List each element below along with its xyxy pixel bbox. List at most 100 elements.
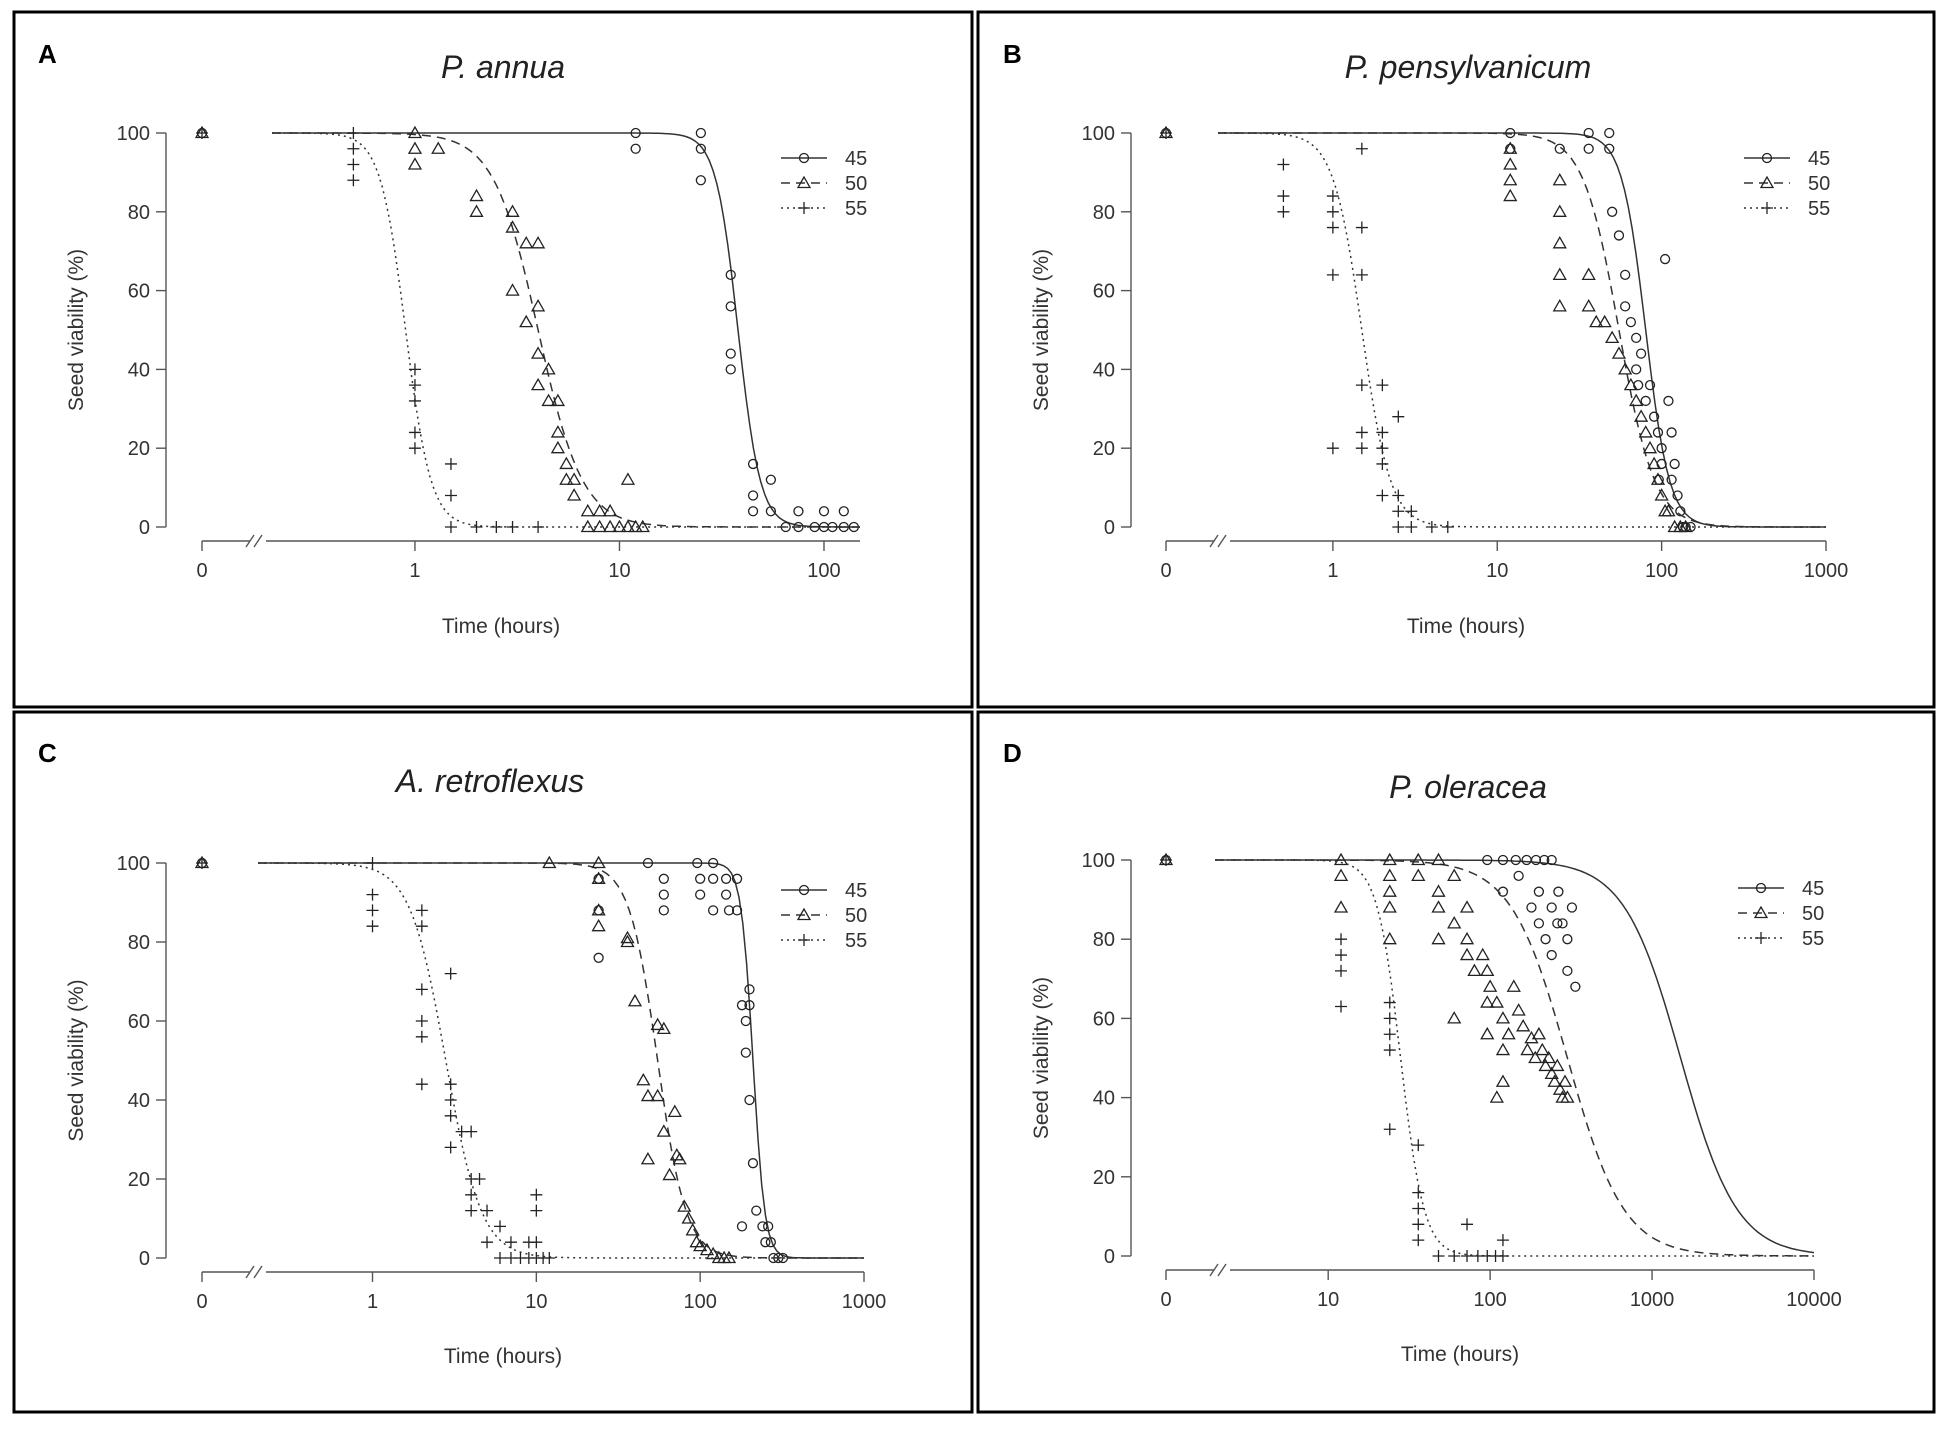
y-tick-label: 100 bbox=[1082, 123, 1115, 145]
data-point-circle bbox=[1553, 886, 1564, 897]
data-point-plus bbox=[1355, 426, 1368, 439]
data-point-triangle bbox=[1629, 393, 1644, 407]
legend-label-45: 45 bbox=[1802, 878, 1824, 900]
data-point-triangle bbox=[1552, 204, 1567, 217]
data-point-triangle bbox=[1552, 1082, 1568, 1095]
x-tick-label: 1000 bbox=[842, 1291, 887, 1313]
y-tick-label: 20 bbox=[128, 438, 150, 460]
data-point-plus bbox=[1160, 854, 1172, 866]
x-axis-label: Time (hours) bbox=[444, 1345, 562, 1368]
fit-curve-50 bbox=[272, 132, 860, 528]
x-tick-label: 100 bbox=[1645, 560, 1678, 582]
data-point-triangle bbox=[1495, 1011, 1511, 1024]
data-point-circle bbox=[1521, 854, 1532, 866]
data-point-triangle bbox=[640, 1151, 656, 1165]
data-point-triangle bbox=[591, 855, 606, 869]
data-point-triangle bbox=[1597, 314, 1612, 328]
panel-letter: B bbox=[1003, 39, 1022, 69]
data-point-plus bbox=[1425, 521, 1438, 533]
data-point-circle bbox=[1557, 918, 1568, 929]
data-point-plus bbox=[347, 158, 360, 171]
legend-label-45: 45 bbox=[845, 880, 867, 902]
data-point-plus bbox=[1405, 505, 1418, 518]
x-axis-label: Time (hours) bbox=[1401, 1343, 1519, 1366]
data-point-triangle bbox=[1531, 1026, 1546, 1040]
data-point-plus bbox=[1383, 1012, 1396, 1025]
data-point-triangle bbox=[1467, 963, 1482, 977]
data-point-triangle bbox=[1557, 1074, 1573, 1087]
data-point-triangle bbox=[1618, 362, 1633, 375]
data-point-plus bbox=[444, 1078, 457, 1091]
data-point-circle bbox=[1562, 965, 1573, 977]
x-tick-label: 100 bbox=[807, 560, 840, 582]
data-point-circle bbox=[1530, 854, 1542, 866]
y-tick-label: 80 bbox=[1093, 929, 1115, 951]
axis-break-mark bbox=[245, 1265, 263, 1279]
data-point-triangle bbox=[602, 503, 618, 517]
data-point-plus bbox=[1326, 268, 1339, 281]
data-point-circle bbox=[747, 490, 759, 501]
data-point-triangle bbox=[667, 1104, 682, 1117]
data-point-plus bbox=[366, 904, 379, 917]
panel-title: P. oleracea bbox=[1389, 769, 1547, 805]
y-tick-label: 60 bbox=[1093, 281, 1115, 303]
data-point-plus bbox=[473, 1173, 486, 1185]
data-point-plus bbox=[1326, 221, 1339, 234]
data-point-circle bbox=[818, 506, 830, 517]
data-point-plus bbox=[481, 1204, 494, 1217]
data-point-triangle bbox=[592, 503, 607, 517]
data-point-circle bbox=[1482, 854, 1493, 866]
data-point-plus bbox=[444, 489, 457, 502]
data-point-circle bbox=[1672, 490, 1683, 501]
data-point-circle bbox=[793, 506, 804, 517]
data-point-circle bbox=[1540, 934, 1551, 945]
x-tick-label: 1 bbox=[409, 560, 420, 582]
data-point-plus bbox=[1383, 1123, 1396, 1136]
data-point-triangle bbox=[1382, 868, 1397, 881]
data-point-plus bbox=[347, 142, 360, 155]
data-point-plus bbox=[798, 202, 810, 214]
data-point-circle bbox=[747, 458, 759, 470]
axis-break-mark bbox=[1209, 534, 1227, 548]
data-point-plus bbox=[1160, 127, 1172, 139]
y-axis-label: Seed viability (%) bbox=[1030, 977, 1053, 1139]
data-point-circle bbox=[765, 506, 777, 517]
legend-label-50: 50 bbox=[845, 905, 867, 927]
data-point-triangle bbox=[431, 141, 446, 154]
legend-label-55: 55 bbox=[845, 198, 867, 220]
data-point-triangle bbox=[1480, 995, 1495, 1008]
data-point-triangle bbox=[541, 362, 556, 375]
data-point-plus bbox=[1383, 1044, 1396, 1057]
data-point-circle bbox=[1604, 143, 1615, 154]
data-point-circle bbox=[1635, 348, 1647, 359]
data-point-triangle bbox=[530, 299, 546, 312]
y-tick-label: 80 bbox=[128, 202, 150, 224]
legend-label-45: 45 bbox=[1808, 148, 1830, 170]
data-point-plus bbox=[1412, 1218, 1425, 1231]
data-point-triangle bbox=[1503, 188, 1518, 202]
data-point-triangle bbox=[627, 993, 643, 1007]
data-point-triangle bbox=[1382, 900, 1397, 913]
data-point-triangle bbox=[1759, 175, 1775, 189]
data-point-plus bbox=[1376, 489, 1389, 502]
data-point-circle bbox=[1620, 269, 1631, 280]
data-point-triangle bbox=[1382, 931, 1397, 945]
data-point-plus bbox=[1392, 505, 1405, 518]
data-point-triangle bbox=[620, 472, 636, 485]
data-point-triangle bbox=[656, 1021, 671, 1035]
data-point-triangle bbox=[505, 220, 520, 233]
y-tick-label: 0 bbox=[139, 517, 150, 539]
data-point-circle bbox=[731, 905, 743, 916]
data-point-plus bbox=[415, 1078, 428, 1091]
data-point-circle bbox=[1606, 206, 1618, 217]
data-point-plus bbox=[1448, 1250, 1461, 1262]
data-point-plus bbox=[415, 1015, 428, 1027]
data-point-triangle bbox=[469, 188, 484, 202]
x-tick-label: 0 bbox=[1160, 1289, 1171, 1311]
data-point-triangle bbox=[580, 503, 595, 517]
data-point-triangle bbox=[1459, 947, 1475, 961]
data-point-triangle bbox=[1411, 852, 1426, 866]
data-point-triangle bbox=[1552, 172, 1567, 186]
data-point-triangle bbox=[612, 519, 627, 533]
